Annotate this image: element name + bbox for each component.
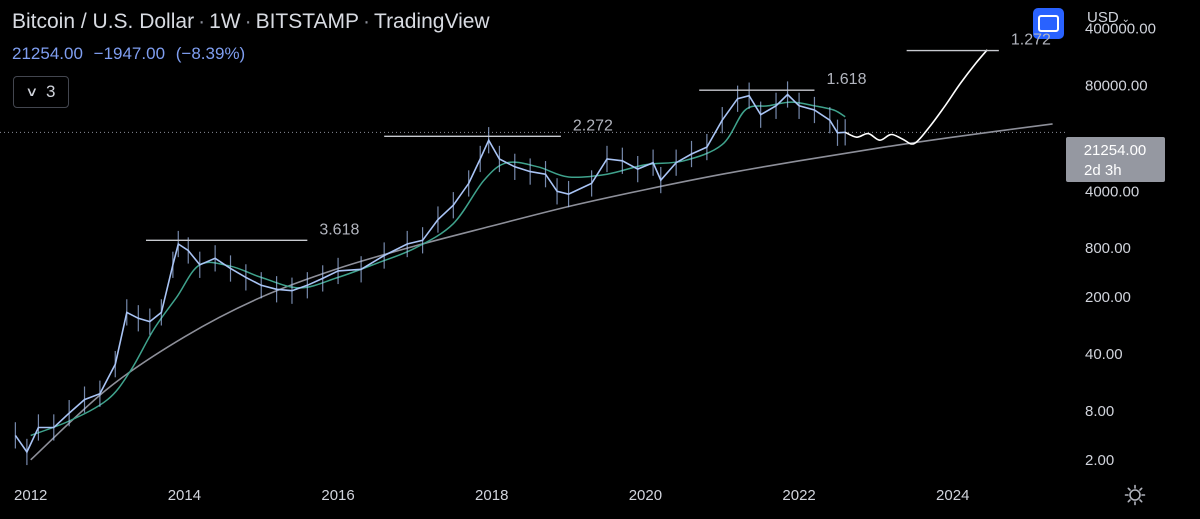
currency-selector[interactable]: USD ⌄ bbox=[1087, 9, 1130, 26]
price-change: −1947.00 bbox=[93, 44, 166, 63]
y-tick-label: 4000.00 bbox=[1085, 183, 1139, 200]
y-tick-label: 200.00 bbox=[1085, 289, 1131, 306]
symbol-name[interactable]: Bitcoin / U.S. Dollar bbox=[12, 10, 195, 33]
price-line bbox=[14, 93, 846, 454]
y-tick-label: 800.00 bbox=[1085, 240, 1131, 257]
x-tick-label: 2020 bbox=[629, 487, 662, 504]
growth-curve bbox=[30, 123, 1053, 461]
y-tick-label: 2.00 bbox=[1085, 452, 1114, 469]
fullscreen-button[interactable] bbox=[1033, 8, 1064, 39]
price-label-countdown: 2d 3h bbox=[1084, 162, 1122, 179]
fib-annotations: 3.618 2.272 1.618 1.272 bbox=[145, 32, 1051, 242]
x-tick-label: 2022 bbox=[782, 487, 815, 504]
indicator-count: 3 bbox=[46, 82, 56, 101]
currency-label: USD bbox=[1087, 9, 1119, 26]
x-tick-label: 2012 bbox=[14, 487, 47, 504]
interval[interactable]: 1W bbox=[209, 10, 241, 33]
price-readout: 21254.00 −1947.00 (−8.39%) bbox=[12, 44, 251, 64]
growth-curve-line bbox=[30, 123, 1053, 461]
x-tick-label: 2016 bbox=[321, 487, 354, 504]
settings-gear-icon[interactable] bbox=[1124, 484, 1146, 506]
title-separator: · bbox=[198, 10, 206, 33]
price-label-bg bbox=[1066, 137, 1165, 182]
last-price-label: 21254.00 2d 3h bbox=[1066, 137, 1165, 182]
title-separator: · bbox=[244, 10, 252, 33]
fib-level-label: 1.618 bbox=[826, 71, 866, 88]
y-tick-label: 400000.00 bbox=[1085, 21, 1156, 38]
indicators-collapse-button[interactable]: ∨ 3 bbox=[13, 76, 69, 108]
title-separator: · bbox=[363, 10, 371, 33]
x-tick-label: 2024 bbox=[936, 487, 969, 504]
fib-level-label: 2.272 bbox=[573, 117, 613, 134]
x-tick-label: 2018 bbox=[475, 487, 508, 504]
data-source: TradingView bbox=[374, 10, 490, 33]
chart-title: Bitcoin / U.S. Dollar · 1W · BITSTAMP · Tradin… bbox=[12, 10, 490, 34]
y-tick-label: 40.00 bbox=[1085, 346, 1123, 363]
chevron-down-icon: ⌄ bbox=[1121, 14, 1131, 25]
projection-path bbox=[844, 49, 988, 145]
axes: 2012 2014 2016 2018 2020 2022 2024 400000.00 800… bbox=[0, 21, 1156, 504]
price-series bbox=[14, 81, 846, 466]
x-tick-label: 2014 bbox=[168, 487, 201, 504]
moving-average-line bbox=[30, 101, 846, 437]
price-change-percent: (−8.39%) bbox=[175, 44, 246, 63]
fullscreen-icon bbox=[1038, 15, 1059, 32]
exchange: BITSTAMP bbox=[255, 10, 360, 33]
last-price: 21254.00 bbox=[12, 44, 83, 63]
fib-level-label: 1.272 bbox=[1011, 32, 1051, 49]
chevron-down-icon: ∨ bbox=[24, 84, 38, 99]
y-tick-label: 80000.00 bbox=[1085, 78, 1148, 95]
moving-average bbox=[30, 101, 846, 437]
projection-line bbox=[844, 49, 988, 145]
y-tick-label: 8.00 bbox=[1085, 403, 1114, 420]
fib-level-label: 3.618 bbox=[319, 221, 359, 238]
price-label-value: 21254.00 bbox=[1084, 142, 1147, 159]
